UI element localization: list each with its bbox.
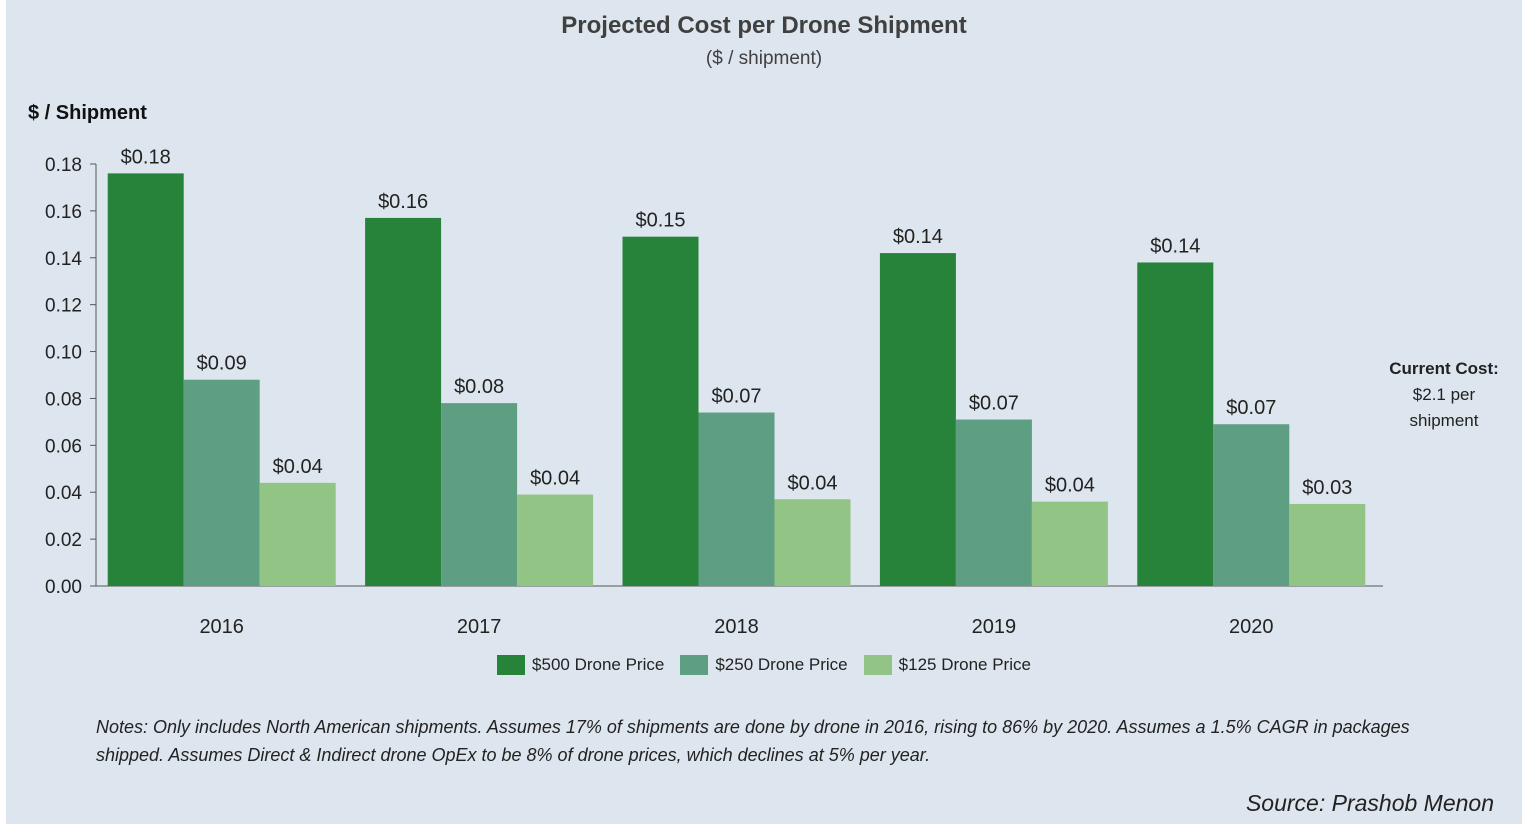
legend: $500 Drone Price $250 Drone Price $125 D… <box>6 655 1522 675</box>
chart-notes: Notes: Only includes North American ship… <box>96 717 1410 765</box>
data-label: $0.04 <box>1045 475 1095 497</box>
bar <box>1213 424 1290 586</box>
y-tick-label: 0.04 <box>45 483 82 504</box>
data-label: $0.04 <box>530 468 580 490</box>
bar <box>107 173 184 586</box>
bar <box>1137 262 1214 586</box>
y-tick-label: 0.18 <box>45 155 82 176</box>
data-label: $0.08 <box>454 376 504 398</box>
bar <box>622 236 699 586</box>
y-tick-label: 0.02 <box>45 530 82 551</box>
bar <box>441 403 518 586</box>
bar <box>879 253 956 587</box>
current-cost-heading: Current Cost: <box>1389 359 1499 378</box>
chart-source: Source: Prashob Menon <box>1245 790 1494 816</box>
y-tick-label: 0.14 <box>45 249 82 270</box>
bar-chart: 0.00 0.02 0.04 0.06 0.08 0.10 0.12 0.14 0.16 0.18… <box>45 146 1383 638</box>
x-tick-label: 2019 <box>972 616 1017 638</box>
chart-subtitle: ($ / shipment) <box>705 48 823 69</box>
y-tick-label: 0.12 <box>45 296 82 317</box>
bar <box>365 217 442 586</box>
data-label: $0.16 <box>378 191 428 213</box>
data-label: $0.09 <box>197 353 247 375</box>
data-label: $0.15 <box>635 210 685 232</box>
y-axis-label: $ / Shipment <box>28 102 147 124</box>
legend-swatch-500 <box>497 655 526 675</box>
chart-panel: Projected Cost per Drone Shipment ($ / s… <box>6 0 1522 824</box>
x-tick-label: 2020 <box>1229 616 1274 638</box>
data-label: $0.07 <box>711 386 761 408</box>
legend-item-125: $125 Drone Price <box>863 655 1031 675</box>
y-tick-label: 0.10 <box>45 343 82 364</box>
bar <box>259 482 336 586</box>
data-label: $0.18 <box>121 146 171 168</box>
data-label: $0.07 <box>969 393 1019 415</box>
legend-label-500: $500 Drone Price <box>532 655 665 674</box>
legend-item-500: $500 Drone Price <box>497 655 664 675</box>
x-tick-label: 2016 <box>199 616 244 638</box>
data-label: $0.07 <box>1226 397 1276 419</box>
x-tick-label: 2018 <box>714 616 759 638</box>
y-tick-label: 0.06 <box>45 436 82 457</box>
x-tick-label: 2017 <box>457 616 502 638</box>
legend-item-250: $250 Drone Price <box>680 655 848 675</box>
data-label: $0.14 <box>1150 235 1200 257</box>
current-cost-line2: shipment <box>1409 411 1479 430</box>
data-label: $0.04 <box>273 456 323 478</box>
bar <box>955 419 1032 586</box>
bar <box>698 412 775 586</box>
bar <box>517 494 594 586</box>
legend-label-125: $125 Drone Price <box>898 655 1031 674</box>
legend-label-250: $250 Drone Price <box>715 655 848 674</box>
data-label: $0.14 <box>893 226 943 248</box>
bar <box>183 379 260 586</box>
bar <box>774 499 851 586</box>
legend-swatch-250 <box>680 655 709 675</box>
y-tick-label: 0.00 <box>45 577 82 598</box>
y-tick-label: 0.08 <box>45 389 82 410</box>
bar <box>1031 501 1108 586</box>
data-label: $0.04 <box>787 472 837 494</box>
y-tick-label: 0.16 <box>45 202 82 223</box>
data-label: $0.03 <box>1302 477 1352 499</box>
current-cost-line1: $2.1 per <box>1412 385 1476 404</box>
bar <box>1289 503 1366 586</box>
legend-swatch-125 <box>863 655 892 675</box>
current-cost-note: Current Cost: $2.1 per shipment <box>1374 356 1514 434</box>
chart-title: Projected Cost per Drone Shipment <box>561 12 967 39</box>
